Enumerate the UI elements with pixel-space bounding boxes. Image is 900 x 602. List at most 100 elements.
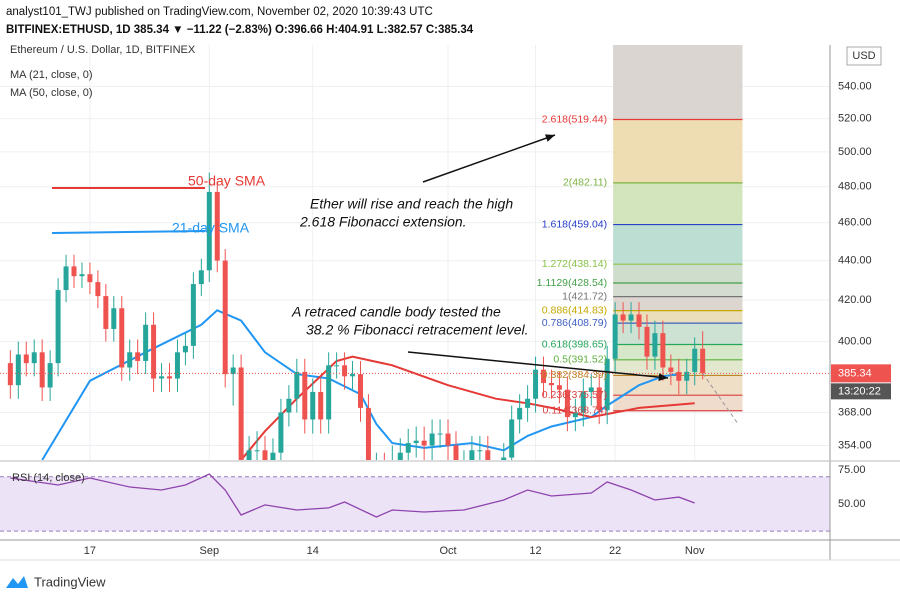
candle-body — [564, 389, 570, 418]
rsi-plot — [0, 473, 830, 532]
projection — [702, 373, 739, 424]
candle-body — [541, 369, 547, 383]
candle-body — [413, 440, 419, 444]
candle-body — [350, 374, 356, 377]
rsi-tick-label: 50.00 — [838, 498, 866, 510]
candle-body — [47, 363, 53, 388]
y-tick-label: 460.00 — [838, 217, 872, 229]
arrow — [422, 134, 556, 183]
candle-body — [246, 450, 252, 460]
rsi-band — [0, 476, 830, 532]
footer-logo: TradingView — [6, 574, 106, 589]
candle-body — [365, 407, 371, 460]
candle-body — [79, 274, 85, 277]
annotation: A retraced candle body tested the — [291, 304, 501, 320]
arrow-head — [545, 134, 555, 142]
candle-body — [572, 412, 578, 418]
fib-label: 1.272(438.14) — [542, 258, 607, 270]
arrow-head — [658, 373, 668, 381]
rsi-label: RSI (14, close) — [12, 472, 85, 484]
fib-label: 2(482.11) — [563, 177, 607, 189]
candle-body — [151, 324, 157, 379]
candle-body — [294, 371, 300, 399]
candle-body — [174, 352, 180, 379]
y-tick-label: 520.00 — [838, 112, 872, 124]
candle-body — [509, 419, 515, 458]
annotation: Ether will rise and reach the high — [310, 196, 513, 212]
rsi-pane: 50.00 75.00 RSI (14, close) — [0, 464, 866, 532]
candle-body — [445, 433, 451, 446]
fib-label: 0.114(368.74) — [543, 405, 608, 417]
symbol-line: BITFINEX:ETHUSD, 1D 385.34 ▼ −11.22 (−2.… — [6, 24, 474, 36]
candle-body — [318, 391, 324, 420]
candle-body — [23, 354, 29, 364]
x-tick-label: Nov — [685, 545, 705, 557]
candle-body — [230, 367, 236, 375]
currency-box[interactable] — [846, 46, 882, 66]
candle-body — [198, 270, 204, 285]
candle-body — [501, 457, 507, 460]
candle-body — [238, 367, 244, 460]
fib-band — [613, 344, 743, 360]
overlay: 2.618(519.44) 2(482.11) 1.618(459.04) 1.272… — [51, 113, 669, 417]
candle-body — [87, 274, 93, 283]
fib-label: 1.618(459.04) — [542, 218, 607, 230]
candle-body — [326, 365, 332, 420]
candle-body — [405, 443, 411, 453]
candle-body — [636, 314, 642, 327]
candle-body — [533, 369, 539, 399]
x-tick-label: 17 — [84, 545, 96, 557]
rsi-tick-label: 75.00 — [838, 464, 866, 476]
fib-label: 0.236(375.57) — [542, 389, 607, 401]
candle-body — [15, 354, 21, 386]
candle-body — [182, 345, 188, 353]
candle-body — [214, 191, 220, 261]
candle-body — [676, 371, 682, 381]
candle-body — [357, 374, 363, 408]
candle-body — [469, 450, 475, 460]
legend-ma50: MA (50, close, 0) — [10, 87, 93, 99]
candle-body — [580, 391, 586, 413]
y-tick-label: 540.00 — [838, 80, 872, 92]
y-tick-label: 368.00 — [838, 406, 872, 418]
candle-body — [453, 445, 459, 460]
fib-band — [613, 45, 743, 120]
y-tick-label: 400.00 — [838, 336, 872, 348]
candle-body — [270, 452, 276, 460]
y-tick-label: 480.00 — [838, 181, 872, 193]
last-price: 385.34 — [838, 367, 872, 379]
candle-body — [588, 387, 594, 392]
fib-band — [613, 310, 743, 324]
candle-body — [437, 433, 443, 435]
candle-body — [596, 387, 602, 411]
currency: USD — [852, 50, 875, 62]
x-tick-label: 22 — [609, 545, 621, 557]
last-price-badge — [831, 364, 891, 383]
arrow — [407, 351, 669, 379]
fib-label: 0.618(398.65) — [542, 338, 607, 350]
candle-body — [206, 191, 212, 271]
fib-label: 0.382(384.39) — [542, 369, 607, 381]
brand: TradingView — [34, 574, 106, 589]
candle-body — [95, 282, 101, 297]
candle-body — [31, 352, 37, 364]
candle-body — [604, 358, 610, 411]
candle-body — [103, 296, 109, 329]
candle-body — [692, 348, 698, 372]
fib-label: 0.886(414.83) — [542, 304, 607, 316]
countdown-badge — [831, 383, 891, 400]
candle-body — [63, 266, 69, 291]
candle-body — [7, 363, 13, 386]
candle-body — [517, 407, 523, 420]
candle-body — [548, 382, 554, 386]
candle-body — [190, 284, 196, 346]
candle-body — [342, 365, 348, 377]
candle-body — [525, 398, 531, 408]
fib-band — [613, 323, 743, 345]
candle-body — [39, 352, 45, 388]
publish-line: analyst101_TWJ published on TradingView.… — [6, 6, 433, 18]
candle-body — [254, 450, 260, 452]
x-tick-label: 12 — [529, 545, 541, 557]
candle-body — [700, 348, 706, 374]
fib-band — [613, 359, 743, 376]
